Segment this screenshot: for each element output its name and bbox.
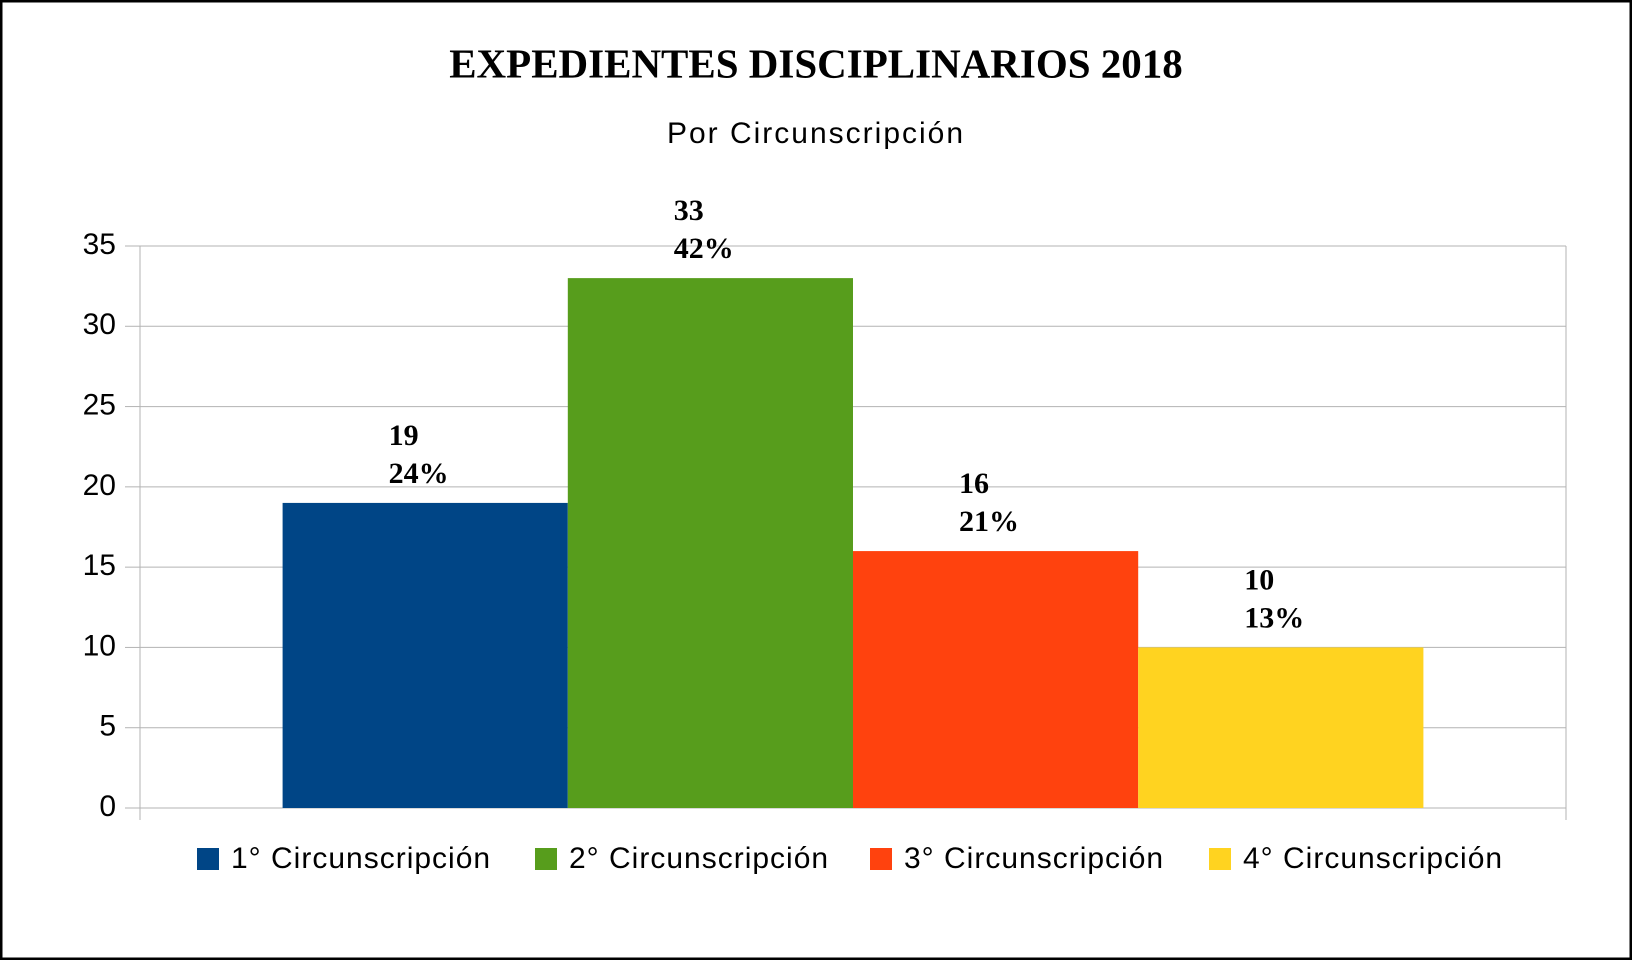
bar: [853, 551, 1139, 808]
percent-label: 24%: [389, 457, 449, 490]
y-tick-label: 35: [83, 228, 116, 261]
percent-label: 21%: [959, 505, 1019, 538]
legend-swatch: [197, 848, 219, 870]
data-label: 16: [959, 467, 989, 500]
legend-label: 1° Circunscripción: [231, 842, 491, 875]
legend-label: 2° Circunscripción: [569, 842, 829, 875]
y-tick-label: 10: [83, 629, 116, 662]
y-tick-label: 15: [83, 549, 116, 582]
bar: [1138, 647, 1424, 808]
chart-title: EXPEDIENTES DISCIPLINARIOS 2018: [449, 40, 1183, 86]
y-tick-label: 30: [83, 308, 116, 341]
chart-subtitle: Por Circunscripción: [667, 117, 965, 150]
percent-label: 13%: [1244, 601, 1304, 634]
data-label: 33: [674, 194, 704, 227]
bar: [282, 502, 568, 808]
percent-label: 42%: [674, 232, 734, 265]
legend-swatch: [1209, 848, 1231, 870]
legend-label: 3° Circunscripción: [904, 842, 1164, 875]
legend-swatch: [535, 848, 557, 870]
legend-label: 4° Circunscripción: [1243, 842, 1503, 875]
y-tick-label: 0: [99, 790, 116, 823]
data-label: 10: [1244, 563, 1274, 596]
y-tick-label: 5: [99, 710, 116, 743]
data-label: 19: [389, 419, 419, 452]
legend-swatch: [870, 848, 892, 870]
bar: [567, 278, 853, 809]
y-tick-label: 25: [83, 388, 116, 421]
y-tick-label: 20: [83, 469, 116, 502]
